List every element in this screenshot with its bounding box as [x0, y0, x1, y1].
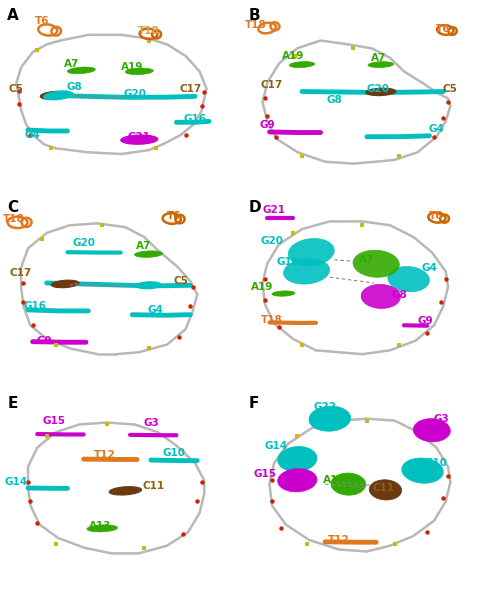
Ellipse shape [353, 250, 399, 277]
Text: T12: T12 [94, 451, 115, 460]
Text: A7: A7 [136, 242, 152, 252]
Text: G3: G3 [143, 417, 159, 427]
Ellipse shape [40, 91, 67, 99]
Text: A13: A13 [89, 522, 111, 532]
Text: A19: A19 [251, 282, 274, 292]
Ellipse shape [289, 62, 315, 67]
Text: G4: G4 [25, 130, 41, 140]
Text: G10: G10 [425, 458, 448, 468]
Ellipse shape [402, 458, 443, 483]
Text: G4: G4 [428, 124, 444, 134]
Text: E: E [7, 395, 17, 411]
Text: G14: G14 [5, 477, 28, 487]
Text: T12: T12 [328, 535, 350, 545]
Ellipse shape [366, 88, 396, 96]
Ellipse shape [121, 135, 158, 144]
Ellipse shape [109, 487, 142, 495]
Text: G16: G16 [277, 257, 299, 267]
Text: G16: G16 [184, 114, 206, 124]
Text: A13: A13 [323, 475, 346, 485]
Ellipse shape [87, 525, 117, 532]
Text: G20: G20 [260, 236, 284, 246]
Ellipse shape [413, 419, 450, 442]
Text: G9: G9 [259, 120, 275, 130]
Text: C11: C11 [372, 483, 394, 493]
Ellipse shape [369, 480, 402, 500]
Text: C17: C17 [261, 80, 283, 90]
Text: G14: G14 [265, 440, 288, 451]
Ellipse shape [136, 282, 161, 289]
Text: A7: A7 [359, 255, 375, 265]
Text: F: F [249, 395, 259, 411]
Text: G10: G10 [163, 448, 185, 458]
Text: G8: G8 [327, 95, 342, 105]
Text: G15: G15 [254, 469, 276, 480]
Ellipse shape [51, 280, 79, 288]
Text: C5: C5 [9, 83, 24, 94]
Text: G21: G21 [263, 205, 285, 215]
Text: G22: G22 [313, 402, 337, 412]
Ellipse shape [67, 67, 95, 73]
Text: T18: T18 [261, 314, 283, 324]
Text: T18: T18 [138, 26, 159, 36]
Text: C5: C5 [173, 276, 188, 286]
Text: T6: T6 [429, 211, 444, 221]
Text: G20: G20 [72, 237, 95, 247]
Text: G9: G9 [36, 336, 52, 346]
Ellipse shape [278, 469, 317, 492]
Ellipse shape [284, 259, 330, 284]
Text: G20: G20 [367, 83, 390, 94]
Text: B: B [249, 8, 260, 23]
Ellipse shape [388, 266, 429, 292]
Ellipse shape [368, 62, 394, 67]
Ellipse shape [309, 406, 351, 431]
Text: C17: C17 [179, 83, 201, 94]
Text: G4: G4 [422, 263, 438, 272]
Ellipse shape [288, 239, 334, 266]
Text: G8: G8 [67, 82, 82, 92]
Text: A: A [7, 8, 19, 23]
Ellipse shape [43, 91, 73, 100]
Ellipse shape [135, 251, 163, 258]
Ellipse shape [331, 473, 366, 495]
Text: G21: G21 [128, 132, 151, 141]
Text: G16: G16 [24, 301, 46, 311]
Text: G15: G15 [42, 416, 65, 426]
Text: C17: C17 [10, 268, 32, 278]
Ellipse shape [272, 291, 295, 296]
Text: A7: A7 [64, 59, 80, 69]
Text: T18: T18 [245, 20, 267, 30]
Ellipse shape [278, 446, 317, 472]
Text: A7: A7 [371, 53, 386, 63]
Text: T6: T6 [436, 24, 451, 34]
Text: A19: A19 [282, 51, 304, 61]
Ellipse shape [125, 68, 153, 75]
Text: G3: G3 [433, 414, 449, 424]
Text: T6: T6 [35, 17, 49, 26]
Text: G9: G9 [417, 317, 433, 326]
Text: G20: G20 [123, 89, 146, 99]
Text: T6: T6 [167, 211, 181, 221]
Text: C5: C5 [443, 83, 458, 94]
Text: C: C [7, 200, 18, 215]
Text: T18: T18 [3, 214, 25, 224]
Text: A19: A19 [121, 63, 143, 72]
Text: G8: G8 [391, 289, 407, 300]
Text: D: D [249, 200, 261, 215]
Text: G4: G4 [148, 305, 163, 315]
Ellipse shape [361, 284, 400, 308]
Text: C11: C11 [142, 481, 164, 491]
